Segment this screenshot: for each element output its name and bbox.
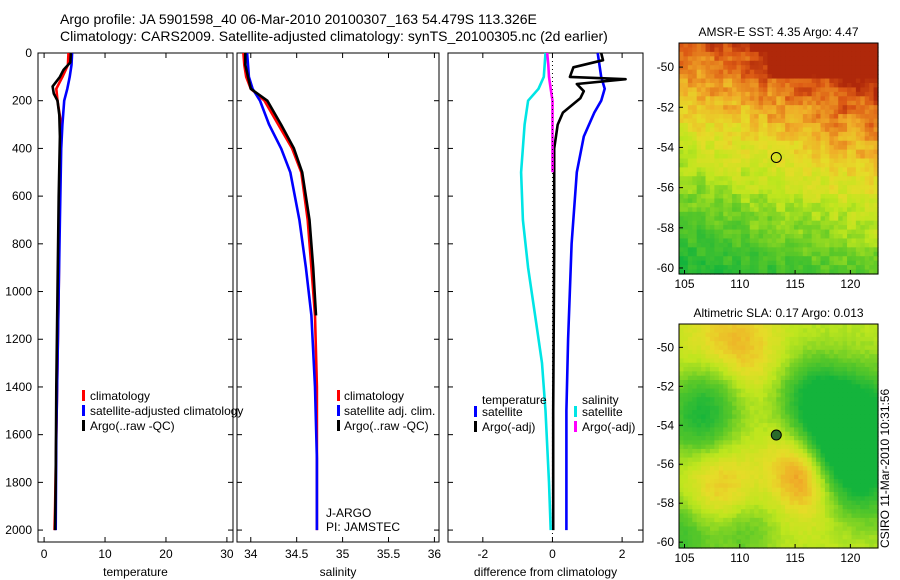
y-tick-label: -50 bbox=[657, 60, 675, 74]
legend-label: satellite-adjusted climatology bbox=[90, 404, 243, 418]
series-line-temperature-satellite bbox=[565, 52, 607, 531]
y-tick-label: 1400 bbox=[5, 380, 32, 394]
series-line-salinity-argo-adj- bbox=[545, 52, 554, 173]
chart-title-line1: Argo profile: JA 5901598_40 06-Mar-2010 … bbox=[60, 11, 537, 27]
x-tick-label: 36 bbox=[428, 547, 442, 561]
legend-swatch bbox=[82, 390, 85, 401]
legend-label: Argo(-adj) bbox=[482, 420, 535, 434]
legend-label: satellite bbox=[582, 405, 623, 419]
annotation-pi: PI: JAMSTEC bbox=[326, 520, 400, 534]
legend-label: Argo(..raw -QC) bbox=[90, 419, 175, 433]
y-tick-label: 400 bbox=[12, 141, 32, 155]
legend-swatch bbox=[337, 390, 340, 401]
y-tick-label: 600 bbox=[12, 189, 32, 203]
legend-swatch bbox=[474, 421, 477, 432]
altimetric-sla-map-frame bbox=[678, 323, 879, 549]
map-title: AMSR-E SST: 4.35 Argo: 4.47 bbox=[698, 25, 858, 39]
x-tick-label: 0 bbox=[549, 547, 556, 561]
y-tick-label: 1800 bbox=[5, 475, 32, 489]
map-title: Altimetric SLA: 0.17 Argo: 0.013 bbox=[693, 306, 863, 320]
series-line-temperature-argo-adj- bbox=[551, 52, 627, 531]
x-tick-label: 34.5 bbox=[285, 547, 309, 561]
legend-label: climatology bbox=[344, 389, 404, 403]
series-line-salinity-satellite bbox=[519, 52, 552, 531]
x-tick-label: 10 bbox=[98, 547, 112, 561]
x-tick-label: 30 bbox=[220, 547, 234, 561]
legend-label: Argo(-adj) bbox=[582, 420, 635, 434]
x-tick-label: 20 bbox=[159, 547, 173, 561]
salinity-profile-frame bbox=[236, 52, 440, 543]
y-tick-label: -54 bbox=[657, 418, 675, 432]
y-tick-label: 1200 bbox=[5, 332, 32, 346]
x-tick-label: 105 bbox=[675, 277, 695, 291]
salinity-profile: 34 34.5 35 35.5 36 salinity climatologysatelli… bbox=[236, 52, 442, 579]
y-tick-label: -52 bbox=[657, 100, 675, 114]
x-tick-label: 35.5 bbox=[377, 547, 401, 561]
x-tick-label: 0 bbox=[41, 547, 48, 561]
chart-title-line2: Climatology: CARS2009. Satellite-adjuste… bbox=[60, 28, 608, 44]
y-tick-label: 0 bbox=[25, 46, 32, 60]
legend-swatch bbox=[82, 405, 85, 416]
amsr-sst-map: 105 110 115 120 -50 -52 -54 -56 -58 -60 AMSR-E SST… bbox=[657, 25, 879, 291]
y-tick-label: 200 bbox=[12, 94, 32, 108]
x-tick-label: -2 bbox=[477, 547, 488, 561]
legend-swatch bbox=[82, 420, 85, 431]
x-tick-label: 110 bbox=[730, 277, 749, 291]
altimetric-sla-map: 105 110 115 120 -50 -52 -54 -56 -58 -60 Altimetric… bbox=[657, 306, 879, 565]
temperature-profile-frame bbox=[37, 52, 234, 543]
legend-swatch bbox=[337, 405, 340, 416]
y-tick-label: -50 bbox=[657, 340, 675, 354]
x-tick-label: 115 bbox=[786, 551, 805, 565]
y-tick-label: -60 bbox=[657, 261, 675, 275]
x-tick-label: 120 bbox=[840, 551, 860, 565]
legend-label: satellite adj. clim. bbox=[344, 404, 435, 418]
x-tick-label: 35 bbox=[336, 547, 350, 561]
y-tick-label: 1000 bbox=[5, 285, 32, 299]
x-tick-label: 120 bbox=[840, 277, 860, 291]
x-axis-label: salinity bbox=[320, 565, 357, 579]
difference-profile-frame bbox=[447, 52, 644, 543]
y-tick-label: 1600 bbox=[5, 428, 32, 442]
legend-heading: salinity bbox=[582, 393, 619, 407]
y-tick-label: -54 bbox=[657, 140, 675, 154]
legend-swatch bbox=[574, 406, 577, 417]
y-tick-label: -56 bbox=[657, 457, 675, 471]
y-tick-label: -52 bbox=[657, 379, 675, 393]
x-tick-label: 105 bbox=[675, 551, 695, 565]
y-tick-label: -60 bbox=[657, 535, 675, 549]
legend-label: satellite bbox=[482, 405, 523, 419]
y-tick-label: -56 bbox=[657, 181, 675, 195]
y-tick-label: -58 bbox=[657, 496, 675, 510]
amsr-sst-map-frame bbox=[678, 42, 879, 275]
y-tick-label: -58 bbox=[657, 221, 675, 235]
x-tick-label: 34 bbox=[244, 547, 258, 561]
x-tick-label: 110 bbox=[730, 551, 749, 565]
legend-heading: temperature bbox=[482, 393, 547, 407]
legend-swatch bbox=[474, 406, 477, 417]
y-tick-label: 800 bbox=[12, 237, 32, 251]
x-axis-label: temperature bbox=[103, 565, 168, 579]
series-line-argo-raw-qc- bbox=[51, 52, 73, 531]
legend-swatch bbox=[337, 420, 340, 431]
x-tick-label: 2 bbox=[619, 547, 626, 561]
legend-swatch bbox=[574, 421, 577, 432]
series-line-argo-raw-qc- bbox=[244, 53, 318, 316]
x-tick-label: 115 bbox=[786, 277, 805, 291]
temperature-profile: 0 10 20 30 temperature 0 200 400 600 800 1000 1200 1… bbox=[5, 46, 243, 579]
legend-label: climatology bbox=[90, 389, 150, 403]
legend-label: Argo(..raw -QC) bbox=[344, 419, 429, 433]
annotation-jargo: J-ARGO bbox=[326, 506, 371, 520]
y-tick-label: 2000 bbox=[5, 523, 32, 537]
x-axis-label: difference from climatology bbox=[474, 565, 617, 579]
csiro-timestamp: CSIRO 11-Mar-2010 10:31:56 bbox=[878, 388, 892, 548]
argo-location-marker bbox=[770, 151, 782, 163]
argo-location-marker bbox=[770, 429, 782, 441]
